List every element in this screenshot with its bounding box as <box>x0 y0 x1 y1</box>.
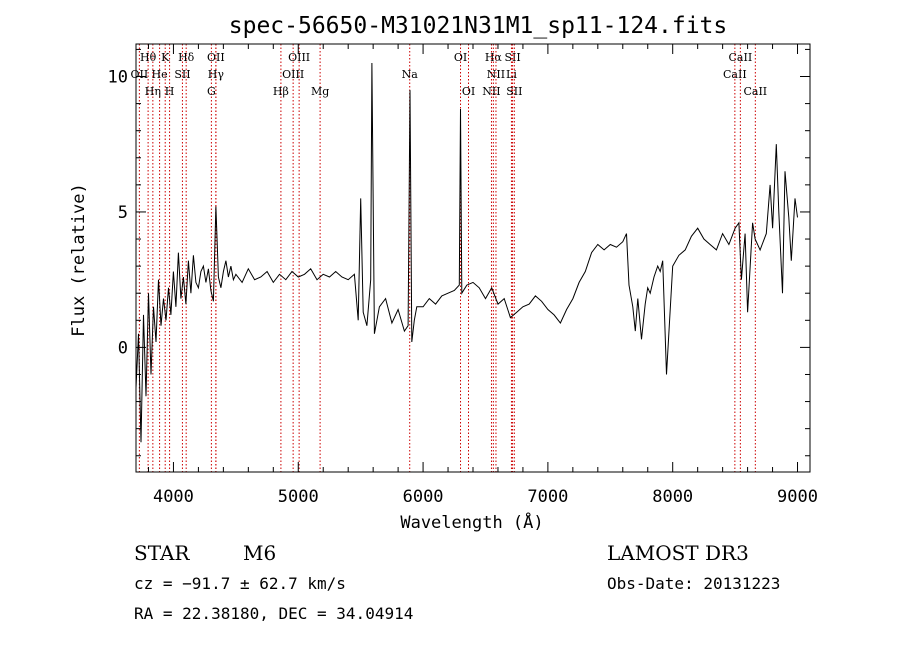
line-marker-label: Mg <box>311 85 329 98</box>
line-marker-label: NII <box>487 68 505 81</box>
line-marker-label: CaII <box>729 51 753 64</box>
x-tick-label: 8000 <box>652 487 693 507</box>
line-marker-label: H <box>165 85 175 98</box>
survey-name: LAMOST DR3 <box>607 541 749 565</box>
redshift-cz: cz = −91.7 ± 62.7 km/s <box>134 574 346 593</box>
x-tick-label: 5000 <box>278 487 319 507</box>
line-marker-label: Hβ <box>273 85 289 98</box>
line-marker-label: CaII <box>743 85 767 98</box>
line-marker-label: OI <box>454 51 467 64</box>
y-axis-label: Flux (relative) <box>69 183 89 337</box>
y-tick-label: 0 <box>118 338 128 358</box>
x-axis-label: Wavelength (Å) <box>400 511 543 533</box>
line-marker-label: SII <box>506 85 522 98</box>
line-marker-label: OIII <box>282 68 304 81</box>
line-marker-label: CaII <box>723 68 747 81</box>
y-tick-label: 5 <box>118 203 128 223</box>
axes: 4000 5000 6000 7000 8000 9000 0 5 10 <box>108 44 818 507</box>
x-tick-label: 7000 <box>527 487 568 507</box>
line-marker-label: OII <box>207 51 225 64</box>
chart-title: spec-56650-M31021N31M1_sp11-124.fits <box>229 13 728 39</box>
object-class: STAR <box>134 541 190 565</box>
coordinates: RA = 22.38180, DEC = 34.04914 <box>134 604 413 623</box>
line-marker-label: He <box>152 68 168 81</box>
line-marker-label: Hγ <box>208 68 225 81</box>
observation-date: Obs-Date: 20131223 <box>607 574 780 593</box>
spectrum-line <box>135 62 798 443</box>
x-tick-label: 6000 <box>403 487 444 507</box>
line-marker-label: SII <box>504 51 520 64</box>
y-tick-label: 10 <box>108 68 128 88</box>
line-marker-label: Na <box>402 68 419 81</box>
x-tick-label: 9000 <box>777 487 818 507</box>
line-marker-label: G <box>207 85 216 98</box>
plot-frame <box>135 43 811 473</box>
line-marker-label: Hθ <box>140 51 157 64</box>
line-marker-label: OI <box>462 85 475 98</box>
line-marker-label: Hη <box>145 85 161 98</box>
line-marker-label: SII <box>174 68 190 81</box>
line-marker-label: Li <box>506 68 517 81</box>
line-marker-label: OII <box>131 68 149 81</box>
line-marker-label: OIII <box>288 51 310 64</box>
line-marker-label: K <box>161 51 170 64</box>
object-subclass: M6 <box>243 541 276 565</box>
line-marker-label: Hδ <box>178 51 195 64</box>
line-marker-label: Hα <box>485 51 503 64</box>
x-tick-label: 4000 <box>153 487 194 507</box>
line-marker-label: NII <box>482 85 500 98</box>
